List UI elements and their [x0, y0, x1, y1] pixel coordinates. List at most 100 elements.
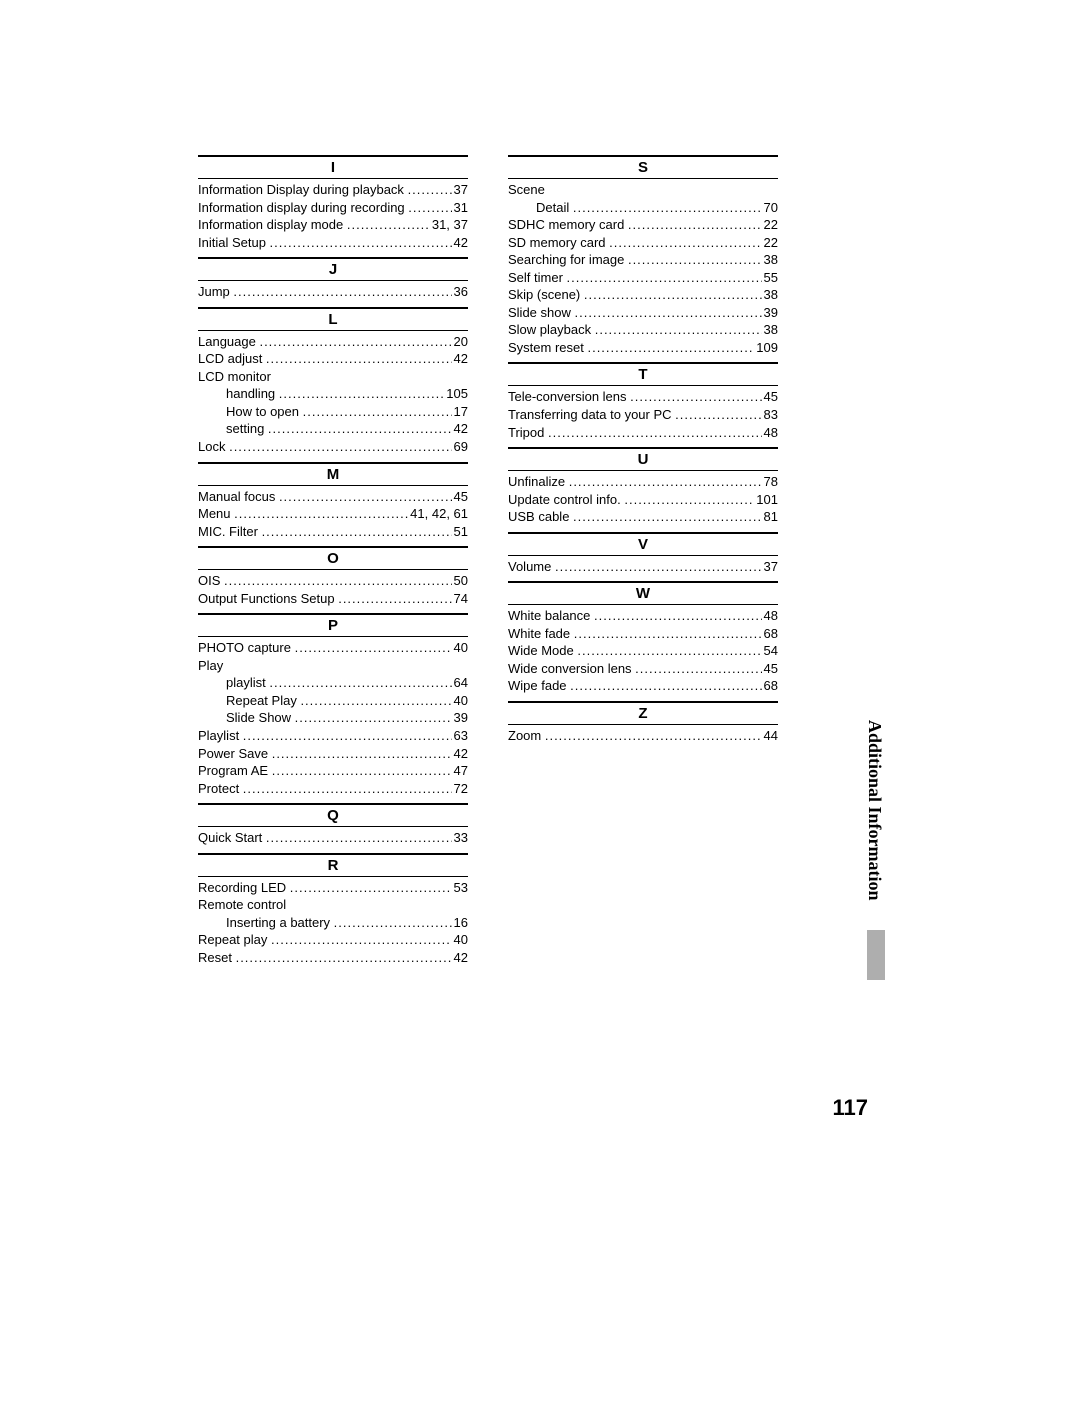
- index-entry-leader: [236, 949, 452, 967]
- index-entry-leader: [259, 333, 451, 351]
- index-entry-label: Repeat play: [198, 931, 271, 949]
- index-entry-page: 33: [452, 829, 468, 847]
- index-entry-label: SD memory card: [508, 234, 609, 252]
- index-entry: Skip (scene) 38: [508, 286, 778, 304]
- index-entry-page: 51: [452, 523, 468, 541]
- index-entry-page: 42: [452, 350, 468, 368]
- index-section-letter: L: [198, 307, 468, 331]
- index-section-letter: I: [198, 155, 468, 179]
- index-section: TTele-conversion lens 45Transferring dat…: [508, 362, 778, 441]
- index-entry-leader: [262, 523, 452, 541]
- index-entry-page: 74: [452, 590, 468, 608]
- index-entry-page: 78: [762, 473, 778, 491]
- index-entry-page: 38: [762, 321, 778, 339]
- index-entry-leader: [234, 505, 408, 523]
- index-entry-leader: [573, 199, 762, 217]
- index-section-body: Volume 37: [508, 558, 778, 576]
- index-entry-page: 39: [762, 304, 778, 322]
- side-tab-marker: [867, 930, 885, 980]
- index-entry-label: Quick Start: [198, 829, 266, 847]
- index-entry-label: System reset: [508, 339, 587, 357]
- index-entry-leader: [268, 420, 452, 438]
- index-entry-label: White balance: [508, 607, 594, 625]
- index-entry-leader: [577, 642, 761, 660]
- index-entry: SDHC memory card 22: [508, 216, 778, 234]
- index-entry-label: How to open: [226, 403, 303, 421]
- index-entry: Volume 37: [508, 558, 778, 576]
- index-entry-label: MIC. Filter: [198, 523, 262, 541]
- index-section-body: OIS 50Output Functions Setup 74: [198, 572, 468, 607]
- index-entry: LCD monitor: [198, 368, 468, 386]
- index-entry-page: 37: [762, 558, 778, 576]
- index-entry-label: Program AE: [198, 762, 272, 780]
- index-entry-leader: [269, 674, 451, 692]
- index-entry-leader: [630, 388, 761, 406]
- index-entry-leader: [279, 488, 452, 506]
- index-section-body: Jump 36: [198, 283, 468, 301]
- index-entry-leader: [569, 473, 762, 491]
- index-section-letter: M: [198, 462, 468, 486]
- index-entry-page: 45: [762, 388, 778, 406]
- index-entry-page: 42: [452, 234, 468, 252]
- index-entry: USB cable 81: [508, 508, 778, 526]
- index-entry-page: 38: [762, 286, 778, 304]
- index-entry-page: 40: [452, 639, 468, 657]
- index-entry: Reset 42: [198, 949, 468, 967]
- index-entry-leader: [635, 660, 761, 678]
- index-entry: Language 20: [198, 333, 468, 351]
- index-entry-label: Jump: [198, 283, 233, 301]
- index-entry: Power Save 42: [198, 745, 468, 763]
- index-entry: Scene: [508, 181, 778, 199]
- index-section-body: Information Display during playback 37In…: [198, 181, 468, 251]
- index-entry: Menu 41, 42, 61: [198, 505, 468, 523]
- index-entry: LCD adjust 42: [198, 350, 468, 368]
- index-entry-leader: [548, 424, 762, 442]
- index-entry-leader: [408, 181, 452, 199]
- index-entry-leader: [295, 639, 452, 657]
- index-entry: Repeat play 40: [198, 931, 468, 949]
- index-entry-label: Scene: [508, 181, 545, 199]
- index-entry-label: Slow playback: [508, 321, 595, 339]
- index-entry-leader: [224, 572, 452, 590]
- index-column-left: IInformation Display during playback 37I…: [198, 155, 468, 973]
- index-entry-leader: [266, 829, 452, 847]
- index-entry-page: 70: [762, 199, 778, 217]
- index-entry-page: 68: [762, 625, 778, 643]
- index-entry-leader: [290, 879, 452, 897]
- index-entry-page: 40: [452, 931, 468, 949]
- index-entry-page: 64: [452, 674, 468, 692]
- index-entry-page: 68: [762, 677, 778, 695]
- index-entry-label: Menu: [198, 505, 234, 523]
- index-section: SSceneDetail 70SDHC memory card 22SD mem…: [508, 155, 778, 356]
- index-entry: Unfinalize 78: [508, 473, 778, 491]
- index-section-body: Manual focus 45Menu 41, 42, 61MIC. Filte…: [198, 488, 468, 541]
- index-entry-leader: [233, 283, 451, 301]
- index-entry: Output Functions Setup 74: [198, 590, 468, 608]
- index-entry: How to open 17: [198, 403, 468, 421]
- index-entry-leader: [272, 762, 452, 780]
- index-section-body: Quick Start 33: [198, 829, 468, 847]
- index-entry: Searching for image 38: [508, 251, 778, 269]
- index-section-letter: R: [198, 853, 468, 877]
- index-entry-page: 47: [452, 762, 468, 780]
- index-entry: Tele-conversion lens 45: [508, 388, 778, 406]
- index-entry-label: Playlist: [198, 727, 243, 745]
- index-entry-page: 42: [452, 949, 468, 967]
- index-entry-label: Reset: [198, 949, 236, 967]
- index-section-letter: J: [198, 257, 468, 281]
- index-entry-page: 105: [444, 385, 468, 403]
- index-entry-label: Tripod: [508, 424, 548, 442]
- index-entry-label: Remote control: [198, 896, 286, 914]
- index-entry-page: 41, 42, 61: [408, 505, 468, 523]
- index-entry-label: Zoom: [508, 727, 545, 745]
- index-entry-label: Play: [198, 657, 223, 675]
- index-entry: Manual focus 45: [198, 488, 468, 506]
- index-entry-page: 48: [762, 607, 778, 625]
- index-entry-label: Volume: [508, 558, 555, 576]
- index-entry-page: 45: [452, 488, 468, 506]
- index-entry: Self timer 55: [508, 269, 778, 287]
- index-entry-leader: [573, 508, 761, 526]
- index-entry-leader: [334, 914, 452, 932]
- index-section-letter: U: [508, 447, 778, 471]
- index-entry-leader: [594, 607, 762, 625]
